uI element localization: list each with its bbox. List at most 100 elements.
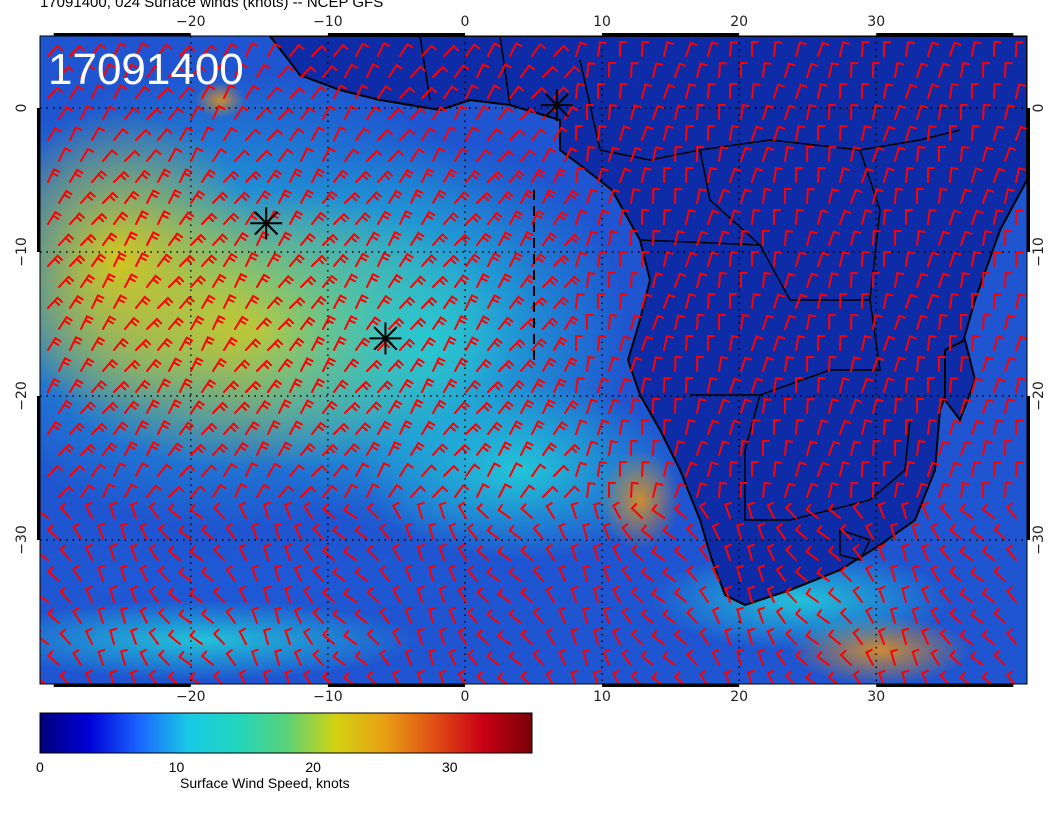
wind-barb bbox=[531, 86, 548, 99]
wind-barb bbox=[930, 565, 940, 582]
wind-barb bbox=[47, 464, 63, 477]
wind-barb bbox=[366, 545, 379, 561]
wind-barb bbox=[113, 337, 129, 351]
wind-barb bbox=[343, 672, 355, 684]
wind-barb bbox=[256, 400, 271, 414]
wind-barb bbox=[457, 501, 467, 519]
wind-barb bbox=[443, 254, 460, 267]
wind-barb bbox=[795, 208, 805, 225]
wind-barb bbox=[839, 523, 852, 540]
wind-barb bbox=[333, 379, 349, 393]
wind-barb bbox=[487, 211, 503, 225]
wind-barb bbox=[806, 482, 819, 498]
wind-barb bbox=[267, 252, 281, 267]
wind-barb bbox=[366, 149, 383, 162]
wind-barb bbox=[508, 524, 522, 540]
wind-barb bbox=[592, 543, 601, 561]
wind-barb bbox=[520, 274, 536, 288]
wind-barb bbox=[575, 166, 585, 183]
page-title: 17091400, 024 Surface winds (knots) -- N… bbox=[40, 0, 384, 11]
wind-barb bbox=[245, 84, 260, 99]
wind-barb bbox=[652, 229, 661, 246]
wind-barb bbox=[432, 275, 449, 288]
wind-barb bbox=[378, 649, 390, 666]
wind-barb bbox=[148, 628, 159, 645]
wind-barb bbox=[355, 84, 369, 99]
wind-barb bbox=[872, 229, 881, 246]
wind-barb bbox=[498, 400, 514, 414]
wind-barb bbox=[289, 210, 303, 225]
wind-barb bbox=[157, 210, 171, 225]
wind-barb bbox=[69, 212, 85, 225]
wind-barb bbox=[839, 251, 850, 267]
wind-barb bbox=[531, 127, 547, 141]
wind-barb bbox=[960, 62, 971, 78]
wind-barb bbox=[223, 170, 239, 183]
wind-barb bbox=[520, 671, 532, 684]
wind-barb bbox=[652, 62, 664, 78]
wind-barb bbox=[1015, 418, 1024, 435]
wind-barb bbox=[498, 316, 514, 330]
wind-barb bbox=[960, 146, 970, 162]
wind-barb bbox=[827, 587, 841, 603]
wind-barb bbox=[795, 83, 808, 99]
wind-barb bbox=[850, 61, 859, 78]
wind-barb bbox=[911, 606, 920, 624]
wind-barb bbox=[238, 669, 247, 684]
wind-barb bbox=[293, 564, 302, 582]
wind-barb bbox=[927, 167, 935, 183]
wind-barb bbox=[751, 292, 761, 309]
wind-barb bbox=[795, 125, 806, 141]
wind-barb bbox=[828, 145, 837, 162]
wind-barb bbox=[520, 231, 534, 246]
wind-barb bbox=[59, 502, 71, 519]
wind-barb bbox=[630, 61, 639, 78]
wind-barb bbox=[399, 42, 414, 57]
wind-barb bbox=[960, 440, 973, 456]
wind-barb bbox=[421, 377, 435, 393]
wind-barb bbox=[146, 484, 162, 498]
wind-barb bbox=[355, 462, 370, 477]
wind-barb bbox=[487, 170, 504, 183]
wind-barb bbox=[949, 167, 959, 183]
wind-barb bbox=[416, 543, 425, 561]
colorbar bbox=[39, 712, 533, 754]
wind-barb bbox=[960, 482, 970, 498]
wind-barb bbox=[993, 650, 1006, 666]
wind-barb bbox=[852, 502, 863, 519]
wind-barb bbox=[553, 44, 569, 57]
wind-barb bbox=[377, 170, 393, 183]
wind-barb bbox=[223, 83, 237, 99]
wind-barb bbox=[333, 294, 347, 309]
wind-barb bbox=[630, 439, 639, 456]
wind-barb bbox=[333, 169, 349, 183]
wind-barb bbox=[520, 484, 536, 498]
wind-barb bbox=[284, 543, 293, 561]
wind-barb bbox=[289, 337, 305, 351]
wind-barb bbox=[102, 358, 118, 372]
lon-tick-top: 0 bbox=[460, 14, 469, 30]
wind-barb bbox=[827, 629, 841, 645]
wind-barb bbox=[718, 356, 729, 372]
wind-barb bbox=[602, 564, 611, 582]
wind-barb bbox=[284, 627, 293, 645]
wind-barb bbox=[1004, 398, 1015, 414]
wind-barb bbox=[245, 128, 261, 141]
wind-barb bbox=[200, 608, 214, 624]
wind-barb bbox=[300, 399, 314, 414]
wind-barb bbox=[1004, 146, 1017, 162]
wind-barb bbox=[238, 501, 247, 519]
wind-barb bbox=[497, 546, 511, 561]
wind-barb bbox=[707, 82, 716, 99]
wind-barb bbox=[877, 501, 886, 519]
wind-barb bbox=[333, 84, 347, 99]
wind-barb bbox=[404, 606, 413, 624]
wind-barb bbox=[740, 103, 750, 120]
wind-barb bbox=[432, 189, 447, 204]
wind-barb bbox=[487, 462, 501, 477]
wind-barb bbox=[378, 565, 390, 582]
wind-barb bbox=[916, 272, 929, 288]
wind-barb bbox=[775, 523, 786, 540]
wind-barb bbox=[399, 128, 415, 141]
wind-barb bbox=[498, 106, 514, 120]
